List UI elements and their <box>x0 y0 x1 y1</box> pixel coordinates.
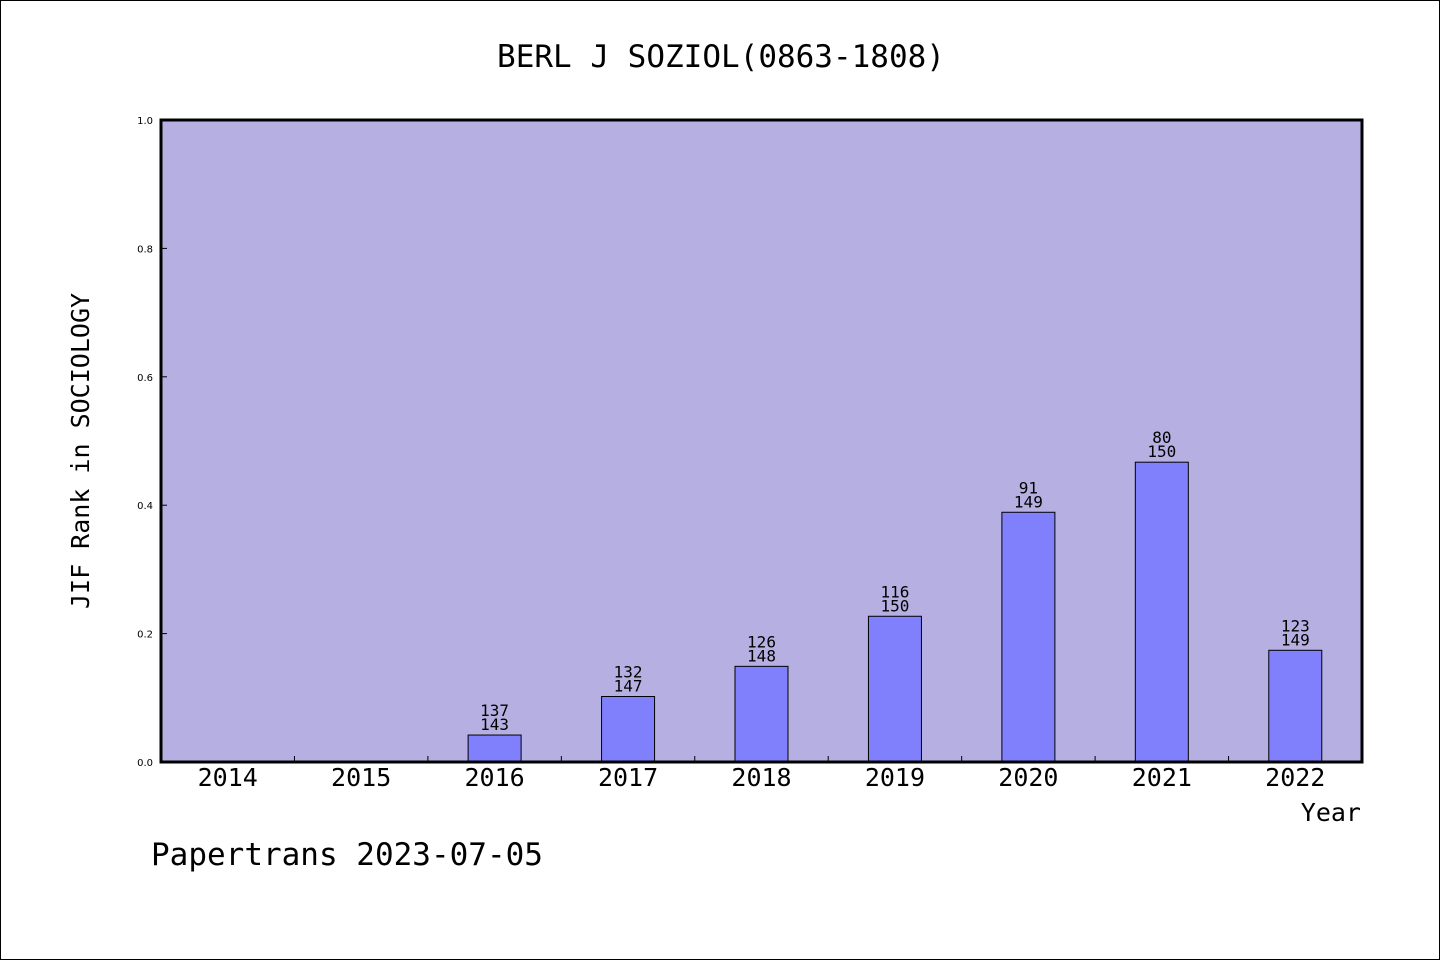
y-tick-label: 0.0 <box>137 758 153 769</box>
bar-rank-label: 137 <box>480 701 509 720</box>
bar-total-label: 150 <box>880 596 909 615</box>
chart-title: BERL J SOZIOL(0863-1808) <box>497 39 945 75</box>
y-axis-label: JIF Rank in SOCIOLOGY <box>66 293 95 609</box>
x-tick-label: 2016 <box>465 763 525 792</box>
bar <box>1134 461 1189 763</box>
bar-rank-label: 80 <box>1152 428 1171 447</box>
plot-border <box>159 118 1364 764</box>
bar-rank-label: 91 <box>1019 478 1038 497</box>
x-tick-label: 2019 <box>865 763 925 792</box>
y-tick-label: 1.0 <box>137 116 153 127</box>
bar-total-label: 150 <box>1147 442 1176 461</box>
x-tick-label: 2014 <box>198 763 258 792</box>
y-tick-label: 0.2 <box>137 630 153 641</box>
bar <box>734 665 789 763</box>
x-tick-label: 2017 <box>598 763 658 792</box>
x-axis-ticks: 2014 2015 2016 2017 2018 2019 2020 2021 2022 <box>198 756 1325 792</box>
bar-rank-label: 116 <box>880 582 909 601</box>
bar-total-label: 143 <box>480 715 509 734</box>
y-tick-label: 0.6 <box>137 373 153 384</box>
x-tick-label: 2020 <box>998 763 1058 792</box>
x-tick-label: 2021 <box>1132 763 1192 792</box>
bar-rank-label: 126 <box>747 632 776 651</box>
bar-series <box>467 461 1323 763</box>
bar <box>1001 511 1056 763</box>
bar-rank-label: 123 <box>1281 616 1310 635</box>
bar-total-label: 149 <box>1014 492 1043 511</box>
bar-rank-label: 132 <box>614 663 643 682</box>
bar <box>1268 649 1323 763</box>
footer-credit: Papertrans 2023-07-05 <box>151 837 543 873</box>
bar <box>867 615 922 763</box>
y-tick-label: 0.8 <box>137 244 153 255</box>
y-tick-label: 0.4 <box>137 501 153 512</box>
x-tick-label: 2018 <box>731 763 791 792</box>
x-tick-label: 2015 <box>331 763 391 792</box>
x-tick-label: 2022 <box>1265 763 1325 792</box>
bar-total-label: 148 <box>747 646 776 665</box>
bar <box>601 696 656 763</box>
bar-total-label: 149 <box>1281 630 1310 649</box>
bar <box>467 734 522 763</box>
bar-total-label: 147 <box>614 677 643 696</box>
x-axis-label: Year <box>1301 798 1361 827</box>
